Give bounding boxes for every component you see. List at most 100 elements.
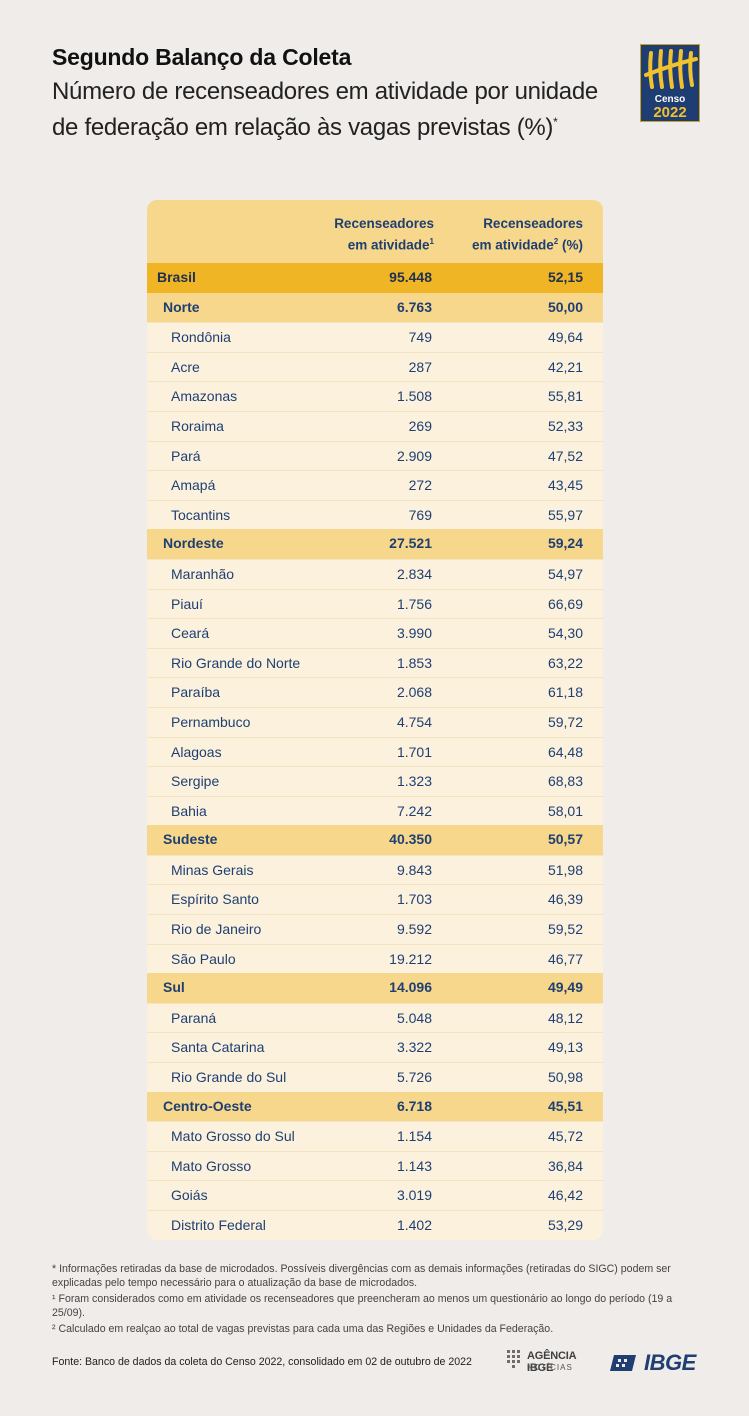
row-name: Sergipe	[171, 773, 220, 790]
row-percent: 50,57	[547, 831, 583, 848]
row-name: Nordeste	[163, 535, 224, 552]
row-percent: 54,97	[547, 565, 583, 582]
row-active-count: 1.402	[396, 1217, 432, 1233]
row-name: Minas Gerais	[171, 861, 254, 878]
row-percent: 61,18	[547, 684, 583, 701]
row-active-count: 749	[408, 329, 432, 346]
row-active-count: 3.322	[396, 1039, 432, 1056]
row-active-count: 1.756	[396, 595, 432, 612]
row-active-count: 2.909	[396, 447, 432, 464]
agencia-grid-icon	[507, 1350, 520, 1368]
row-name: Rondônia	[171, 329, 231, 346]
table-row: Roraima 269 52,33	[147, 410, 603, 441]
column-header-percent-line1: Recenseadores	[483, 216, 583, 231]
subtitle-line-2: de federação em relação às vagas previst…	[52, 114, 554, 141]
table-body: Brasil 95.448 52,15 Norte 6.763 50,00 Rondônia…	[147, 263, 603, 1240]
row-active-count: 287	[408, 358, 432, 375]
row-percent: 51,98	[547, 861, 583, 878]
row-percent: 50,00	[547, 298, 583, 315]
row-percent: 45,72	[547, 1128, 583, 1145]
row-percent: 59,52	[547, 921, 583, 938]
row-name: Amazonas	[171, 388, 238, 405]
row-name: Amapá	[171, 477, 216, 494]
row-name: Piauí	[171, 595, 203, 612]
row-name: São Paulo	[171, 950, 236, 967]
row-name: Acre	[171, 358, 200, 375]
logo-text: Censo	[654, 94, 686, 105]
row-name: Mato Grosso do Sul	[171, 1128, 295, 1145]
agencia-label: AGÊNCIA IBGE	[527, 1350, 576, 1374]
column-header-percent-suffix: (%)	[558, 237, 583, 253]
row-percent: 46,42	[547, 1187, 583, 1204]
row-name: Rio Grande do Sul	[171, 1069, 287, 1086]
table-row: Maranhão 2.834 54,97	[147, 558, 603, 589]
row-active-count: 1.701	[396, 743, 432, 760]
table-row: Paraíba 2.068 61,18	[147, 677, 603, 707]
row-name: Centro-Oeste	[163, 1097, 252, 1114]
row-name: Paraná	[171, 1009, 217, 1026]
ibge-mark-icon	[610, 1355, 636, 1371]
agencia-ibge-logo: AGÊNCIA IBGE NOTÍCIAS	[505, 1347, 601, 1375]
row-active-count: 1.323	[396, 773, 432, 790]
row-name: Maranhão	[171, 565, 235, 582]
row-percent: 46,77	[547, 950, 583, 967]
region-row: Sudeste 40.350 50,57	[147, 825, 603, 855]
table-row: Rio de Janeiro 9.592 59,52	[147, 914, 603, 944]
row-active-count: 2.068	[396, 684, 432, 701]
table-row: Tocantins 769 55,97	[147, 499, 603, 530]
row-percent: 66,69	[547, 595, 583, 612]
footnote-asterisk: * Informações retiradas da base de micro…	[52, 1263, 671, 1289]
row-percent: 53,29	[547, 1217, 583, 1233]
row-name: Bahia	[171, 802, 207, 819]
table-row: Minas Gerais 9.843 51,98	[147, 854, 603, 885]
footnote-1: ¹ Foram considerados como em atividade o…	[52, 1293, 673, 1319]
table-row: Rondônia 749 49,64	[147, 322, 603, 352]
row-percent: 48,12	[547, 1009, 583, 1026]
row-percent: 49,13	[547, 1039, 583, 1056]
row-name: Mato Grosso	[171, 1157, 252, 1174]
subtitle-line-1: Número de recenseadores em atividade por…	[52, 78, 598, 105]
region-row: Norte 6.763 50,00	[147, 292, 603, 323]
row-percent: 68,83	[547, 773, 583, 790]
row-percent: 36,84	[547, 1157, 583, 1174]
row-name: Roraima	[171, 417, 224, 434]
table-row: Mato Grosso do Sul 1.154 45,72	[147, 1121, 603, 1151]
table-row: São Paulo 19.212 46,77	[147, 943, 603, 974]
region-row: Nordeste 27.521 59,24	[147, 529, 603, 559]
row-name: Pará	[171, 447, 201, 464]
row-active-count: 9.843	[396, 861, 432, 878]
page-title: Segundo Balanço da Coleta	[52, 44, 352, 70]
column-header-percent-line2: em atividade	[472, 237, 554, 253]
header: Segundo Balanço da Coleta Número de rece…	[52, 44, 632, 143]
row-name: Sudeste	[163, 831, 218, 848]
table-row: Goiás 3.019 46,42	[147, 1180, 603, 1210]
column-header-active: Recenseadores em atividade1	[304, 215, 434, 255]
row-active-count: 3.990	[396, 625, 432, 642]
table-header: Recenseadores em atividade1 Recenseadore…	[147, 200, 603, 263]
row-percent: 43,45	[547, 477, 583, 494]
table-row: Alagoas 1.701 64,48	[147, 736, 603, 767]
row-name: Distrito Federal	[171, 1217, 266, 1233]
logo-year: 2022	[653, 104, 687, 121]
table-row: Distrito Federal 1.402 53,29	[147, 1210, 603, 1240]
row-name: Sul	[163, 979, 185, 996]
censo-2022-logo: Censo 2022	[640, 44, 700, 122]
row-percent: 47,52	[547, 447, 583, 464]
row-active-count: 1.508	[396, 388, 432, 405]
row-percent: 46,39	[547, 891, 583, 908]
column-header-active-line1: Recenseadores	[334, 216, 434, 231]
row-name: Alagoas	[171, 743, 222, 760]
row-name: Rio Grande do Norte	[171, 654, 301, 671]
row-active-count: 14.096	[389, 979, 432, 996]
region-row: Centro-Oeste 6.718 45,51	[147, 1091, 603, 1122]
row-active-count: 19.212	[389, 950, 432, 967]
agencia-sub-label: NOTÍCIAS	[527, 1363, 573, 1372]
row-name: Goiás	[171, 1187, 208, 1204]
row-active-count: 1.143	[396, 1157, 432, 1174]
row-name: Tocantins	[171, 506, 231, 523]
column-header-percent: Recenseadores em atividade2 (%)	[453, 215, 583, 255]
ibge-logo: IBGE	[610, 1350, 705, 1376]
row-active-count: 1.703	[396, 891, 432, 908]
row-active-count: 272	[408, 477, 432, 494]
column-header-active-mark: 1	[429, 237, 434, 246]
